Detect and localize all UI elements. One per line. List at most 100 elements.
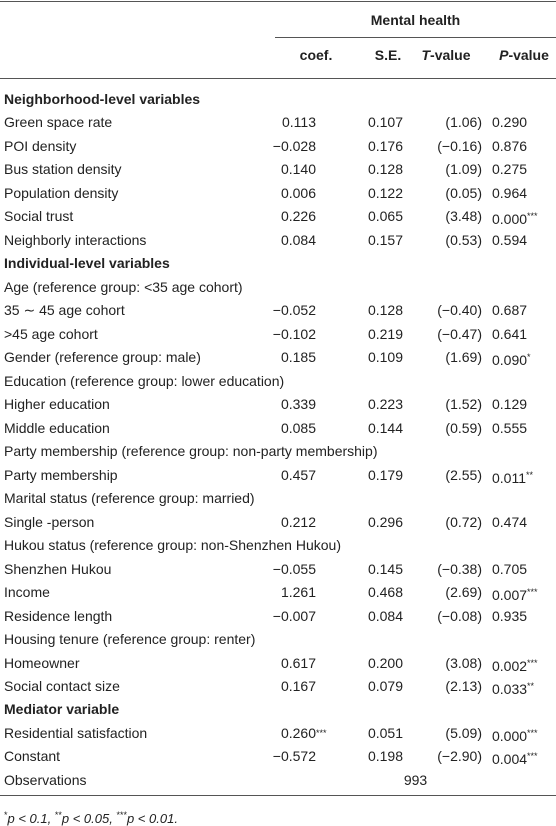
cell: 0.065 <box>367 208 403 225</box>
cell: 0.051 <box>367 724 403 741</box>
significance-stars: *** <box>527 657 538 668</box>
row-label: Green space rate <box>4 114 113 131</box>
cell: 0.176 <box>367 137 403 154</box>
cell: 0.687 <box>492 302 528 319</box>
cell: (1.09) <box>445 161 482 178</box>
section-label: Neighborhood-level variables <box>4 91 201 107</box>
cell: 0.113 <box>282 114 316 131</box>
cell: 0.876 <box>492 137 528 154</box>
cell: 0.296 <box>367 513 403 530</box>
group-label: Housing tenure (reference group: renter) <box>4 631 256 648</box>
cell: (0.72) <box>445 513 482 530</box>
cell: 0.555 <box>492 419 528 436</box>
significance-stars: *** <box>527 211 538 222</box>
group-label: Party membership (reference group: non-p… <box>4 443 378 460</box>
footnote-stars: * <box>4 810 8 820</box>
cell: (2.69) <box>445 584 482 601</box>
row-label: Middle education <box>4 419 110 436</box>
cell: 0.705 <box>492 560 528 577</box>
footnote-stars: ** <box>54 810 62 820</box>
cell: 0.109 <box>367 349 403 366</box>
column-header: coef. <box>266 46 366 64</box>
cell: 0.275 <box>492 161 528 178</box>
row-label: Homeowner <box>4 654 80 671</box>
row-label: Social trust <box>4 208 74 225</box>
cell: (0.59) <box>445 419 482 436</box>
cell-value: 0.011 <box>492 469 526 486</box>
row-label: Social contact size <box>4 678 120 694</box>
cell: (−0.47) <box>437 325 482 342</box>
cell: 0.007*** <box>492 583 538 604</box>
cell: −0.572 <box>272 748 316 765</box>
significance-stars: * <box>527 352 531 363</box>
cell: 0.290 <box>492 114 528 131</box>
cell: (−2.90) <box>437 748 482 765</box>
cell: (1.69) <box>445 349 482 366</box>
row-label: Shenzhen Hukou <box>4 560 112 577</box>
cell: (2.13) <box>445 678 482 694</box>
cell: 0.145 <box>367 560 403 577</box>
cell: 0.198 <box>367 748 403 765</box>
cell: 0.200 <box>367 654 403 671</box>
cell-value: 0.090 <box>492 352 528 369</box>
cell: 0.084 <box>367 607 403 624</box>
cell: (0.53) <box>445 231 482 248</box>
cell: 0.000*** <box>492 724 538 745</box>
column-header: T-value <box>396 46 496 64</box>
cell: (1.06) <box>445 114 482 131</box>
cell: 0.339 <box>280 396 316 413</box>
cell: 0.157 <box>367 231 403 248</box>
group-label: Age (reference group: <35 age cohort) <box>4 278 243 295</box>
cell-value: 0.260 <box>280 724 316 741</box>
cell: (2.55) <box>445 466 482 483</box>
header-rule <box>275 37 556 38</box>
cell: 0.000*** <box>492 207 538 228</box>
cell: 0.107 <box>367 114 403 131</box>
cell: 0.122 <box>367 184 403 201</box>
cell: (3.48) <box>445 208 482 225</box>
cell: 0.219 <box>367 325 403 342</box>
cell: 0.226 <box>280 208 316 225</box>
row-label: Income <box>4 584 50 601</box>
cell: −0.052 <box>272 302 316 319</box>
cell: 0.617 <box>280 654 316 671</box>
row-label: Higher education <box>4 396 110 413</box>
cell: 0.144 <box>367 419 403 436</box>
row-label: Observations <box>4 771 87 788</box>
column-header-text: S.E. <box>374 47 402 63</box>
group-header: Mental health <box>370 12 461 28</box>
cell: 0.033** <box>492 677 534 698</box>
significance-stars: *** <box>316 727 327 738</box>
cell: 0.002*** <box>492 654 538 675</box>
cell: 0.474 <box>492 513 528 530</box>
cell: 0.004*** <box>492 747 538 768</box>
footnote-text: p < 0.01. <box>126 811 178 826</box>
cell-value: 0.007 <box>492 587 528 604</box>
cell: 0.011** <box>492 466 533 487</box>
row-label: Residence length <box>4 607 113 624</box>
significance-stars: ** <box>526 469 534 480</box>
cell: (−0.16) <box>437 137 482 154</box>
significance-stars: ** <box>527 681 535 691</box>
column-header-text: coef. <box>299 47 333 63</box>
cell: 0.223 <box>367 396 403 413</box>
cell: −0.055 <box>272 560 316 577</box>
column-header-italic: T <box>421 47 431 63</box>
cell: (3.08) <box>445 654 482 671</box>
cell: 0.594 <box>492 231 528 248</box>
cell: 0.085 <box>280 419 316 436</box>
row-label: Residential satisfaction <box>4 724 148 741</box>
group-label: Education (reference group: lower educat… <box>4 372 285 389</box>
top-rule <box>0 1 556 2</box>
section-label: Mediator variable <box>4 701 120 718</box>
section-label: Individual-level variables <box>4 255 170 272</box>
row-label: Bus station density <box>4 161 122 178</box>
cell: (−0.40) <box>437 302 482 319</box>
cell-value: 0.002 <box>492 657 528 674</box>
column-header: S.E. <box>338 46 438 64</box>
row-label: >45 age cohort <box>4 325 98 342</box>
cell: −0.007 <box>272 607 316 624</box>
cell: 0.457 <box>280 466 316 483</box>
column-header-text: -value <box>430 47 471 63</box>
